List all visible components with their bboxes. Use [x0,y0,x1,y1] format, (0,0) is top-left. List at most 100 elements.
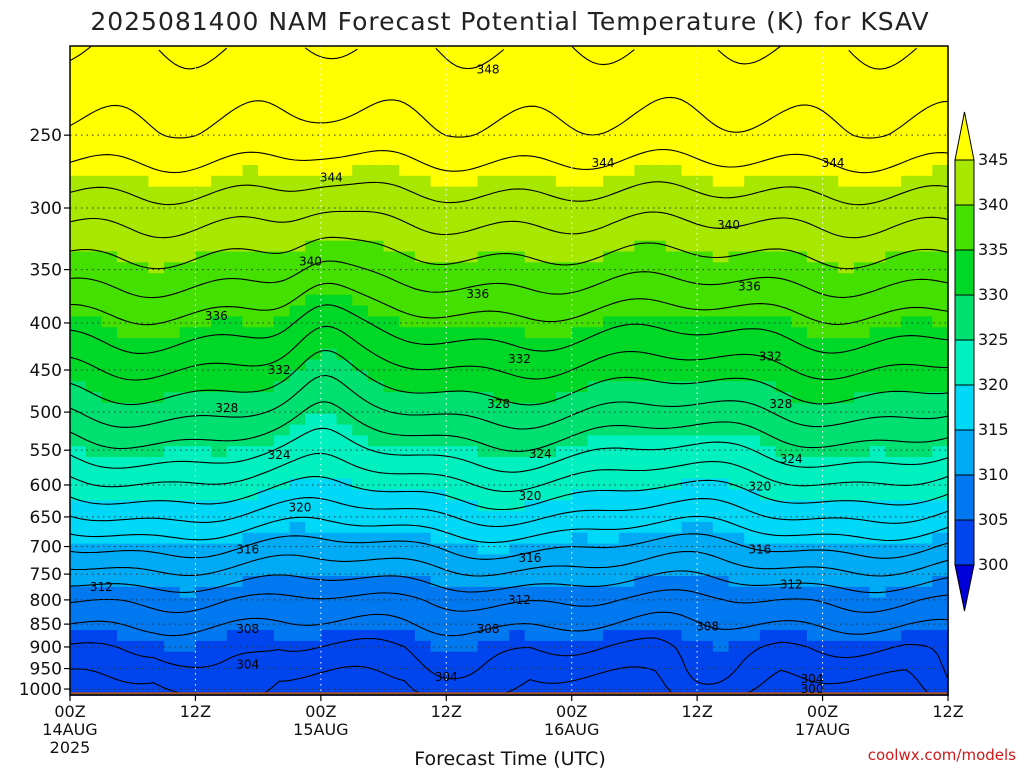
theta-cell [164,348,181,361]
theta-cell [148,521,165,534]
theta-cell [540,305,557,318]
theta-cell [822,576,840,588]
theta-cell [148,284,165,296]
theta-cell [414,413,432,426]
theta-cell [775,132,792,145]
theta-cell [885,154,902,166]
theta-cell [226,413,244,426]
theta-cell [728,175,745,188]
theta-cell [634,467,651,480]
theta-cell [85,186,103,199]
theta-cell [759,273,777,285]
theta-cell [336,110,353,123]
theta-cell [195,273,212,285]
credit-link[interactable]: coolwx.com/models [868,746,1016,764]
theta-cell [650,316,667,328]
theta-cell [838,532,855,545]
theta-cell [603,467,620,480]
theta-cell [289,305,306,318]
theta-cell [383,402,401,415]
theta-cell [665,370,683,383]
theta-cell [383,684,401,696]
theta-cell [603,56,620,69]
theta-cell [462,229,479,242]
theta-cell [869,229,887,242]
theta-cell [932,154,949,166]
theta-cell [540,619,557,631]
theta-cell [132,381,150,393]
theta-cell [383,284,401,296]
contour-label: 308 [236,622,259,636]
theta-cell [869,565,887,577]
theta-cell [117,392,134,404]
theta-cell [226,673,244,685]
theta-cell [132,673,150,685]
theta-cell [211,424,228,437]
theta-cell [509,619,526,631]
theta-cell [681,457,698,469]
theta-cell [932,630,949,642]
theta-cell [932,651,949,664]
theta-cell [885,619,902,631]
theta-cell [195,327,212,339]
theta-cell [901,197,918,209]
theta-cell [211,143,228,155]
theta-cell [101,165,118,177]
theta-cell [164,240,181,253]
theta-cell [117,467,134,480]
theta-cell [414,229,432,242]
theta-cell [932,673,949,685]
theta-cell [352,197,369,209]
colorbar-swatch [954,339,975,386]
theta-cell [665,630,683,642]
theta-cell [336,143,353,155]
chart-title: 2025081400 NAM Forecast Potential Temper… [90,7,929,36]
theta-cell [352,424,369,437]
theta-cell [853,262,871,274]
theta-cell [524,89,542,101]
theta-cell [665,121,683,134]
colorbar-label: 320 [978,375,1009,394]
theta-cell [352,576,369,588]
theta-cell [603,327,620,339]
theta-cell [195,67,212,80]
contour-label: 320 [288,501,311,515]
theta-cell [258,284,275,296]
theta-cell [759,662,777,675]
theta-cell [430,110,448,123]
theta-cell [540,251,557,264]
theta-cell [916,521,934,534]
theta-cell [305,338,322,350]
theta-cell [336,229,353,242]
theta-cell [728,67,745,80]
theta-cell [226,56,244,69]
theta-cell [775,489,792,502]
theta-cell [383,392,401,404]
theta-cell [493,165,510,177]
theta-cell [85,630,103,642]
theta-cell [681,175,698,188]
theta-cell [148,597,165,610]
theta-cell [336,273,353,285]
theta-cell [132,100,150,112]
theta-cell [132,489,150,502]
theta-cell [462,619,479,631]
theta-cell [791,197,808,209]
theta-cell [932,467,949,480]
theta-cell [806,532,824,545]
theta-cell [571,229,589,242]
theta-cell [399,262,416,274]
theta-cell [932,684,949,696]
theta-cell [634,392,651,404]
theta-cell [681,154,698,166]
theta-cell [148,251,165,264]
theta-cell [85,327,103,339]
theta-cell [414,143,432,155]
theta-cell [618,316,636,328]
theta-cell [540,348,557,361]
theta-cell [242,392,259,404]
theta-cell [744,240,761,253]
contour-label: 344 [320,171,343,185]
theta-cell [258,576,275,588]
theta-cell [932,89,949,101]
